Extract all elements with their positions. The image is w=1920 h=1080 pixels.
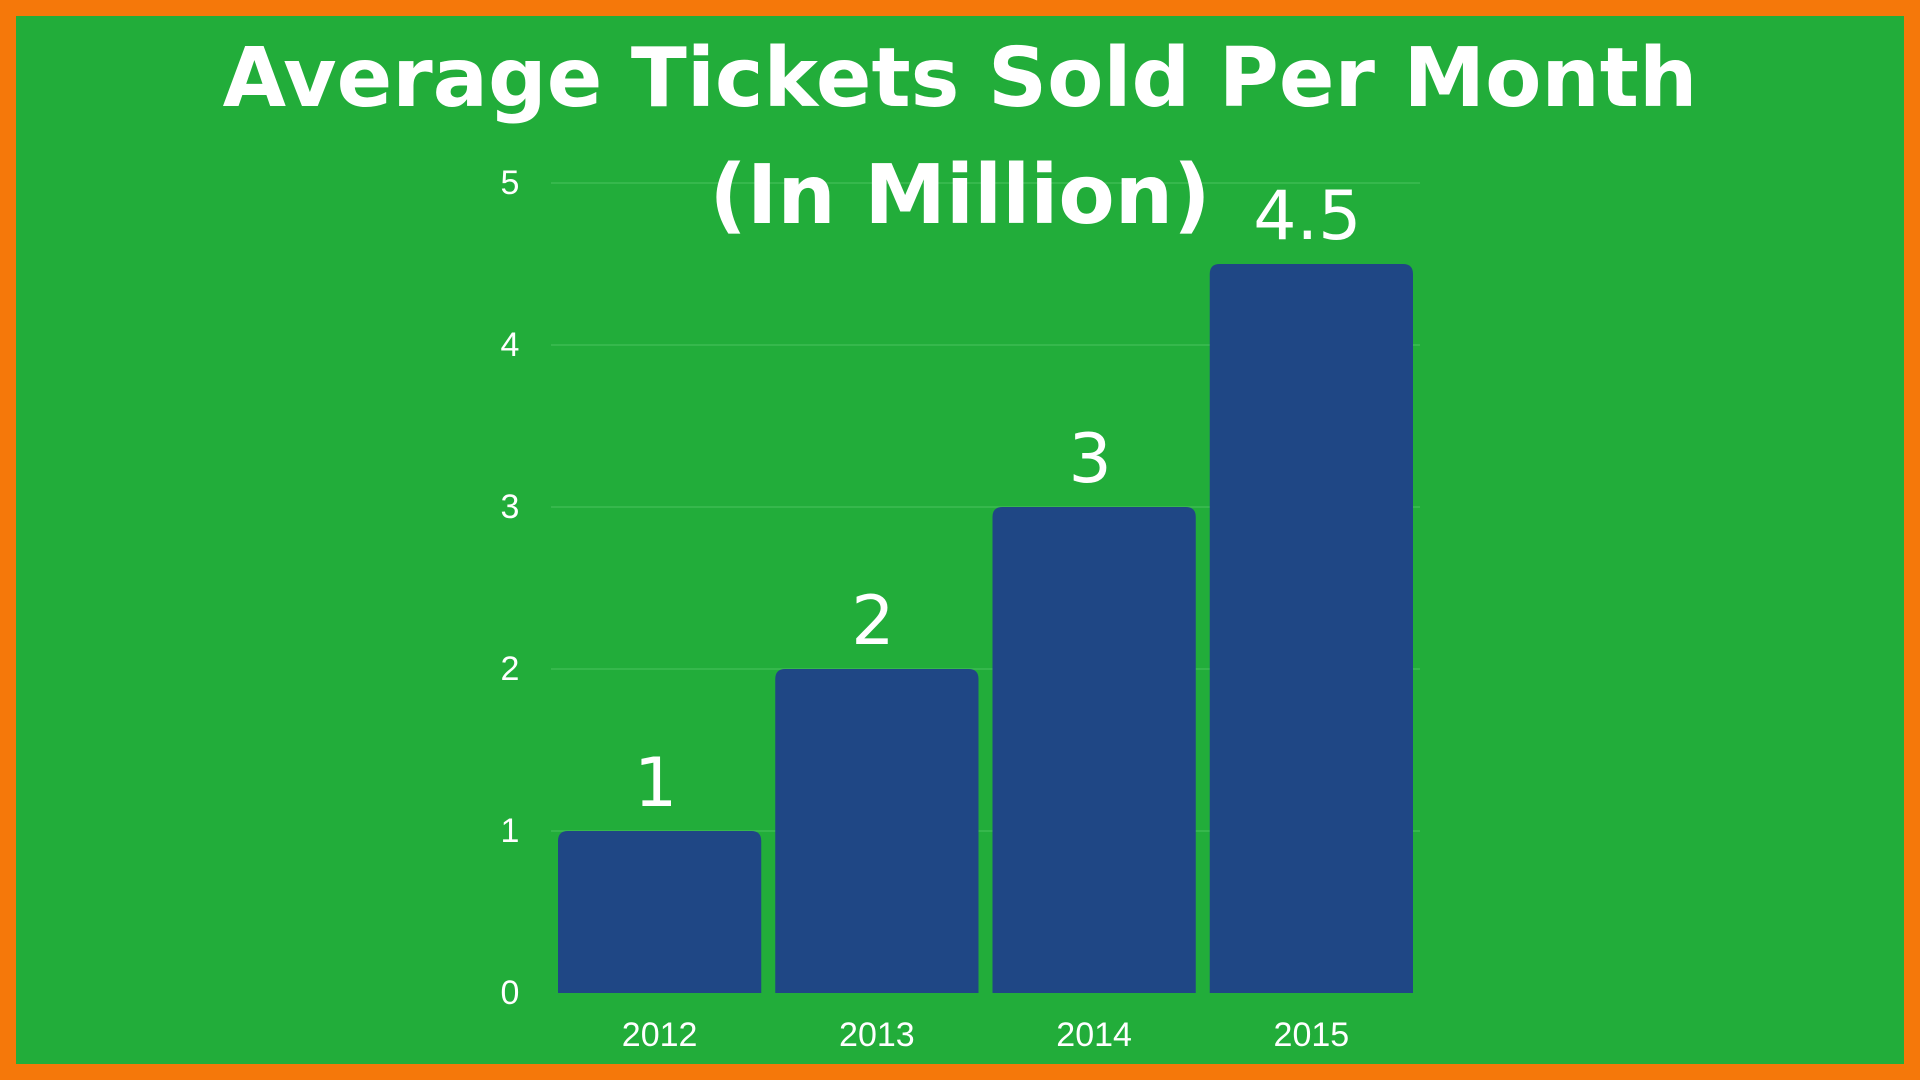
chart-title-line-1: Average Tickets Sold Per Month — [222, 31, 1698, 126]
y-tick-label: 2 — [501, 650, 520, 688]
bar-2013 — [775, 669, 979, 993]
chart-title-line-2: (In Million) — [709, 148, 1211, 243]
y-tick-label: 3 — [501, 488, 520, 526]
x-tick-label: 2015 — [1274, 1016, 1350, 1054]
y-tick-label: 0 — [501, 974, 520, 1012]
x-tick-label: 2014 — [1056, 1016, 1132, 1054]
bar-value-label: 1 — [634, 744, 677, 823]
bar-value-label: 2 — [851, 582, 894, 661]
y-tick-label: 1 — [501, 812, 520, 850]
bar-2014 — [992, 507, 1196, 993]
y-tick-label: 4 — [501, 326, 520, 364]
bar-2015 — [1209, 264, 1413, 993]
y-tick-label: 5 — [501, 164, 520, 202]
x-tick-label: 2012 — [622, 1016, 698, 1054]
x-tick-label: 2013 — [839, 1016, 915, 1054]
bar-value-label: 3 — [1068, 420, 1111, 499]
bar-2012 — [558, 831, 762, 993]
bar-value-label: 4.5 — [1253, 177, 1361, 256]
